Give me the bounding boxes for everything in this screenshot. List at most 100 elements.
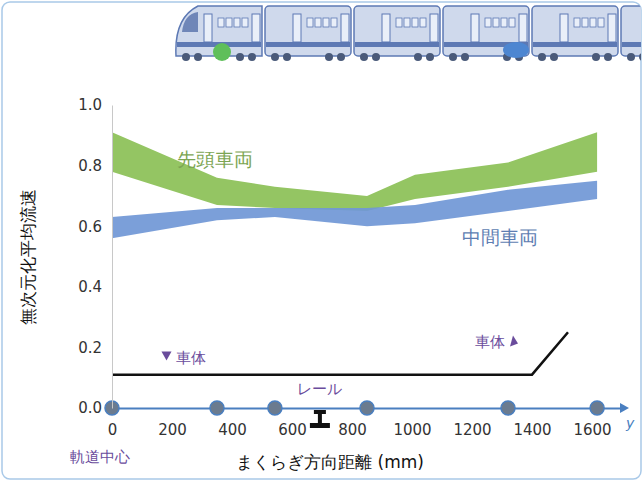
car-door [608,14,616,42]
car-door [519,14,527,42]
car-wheel [639,53,641,61]
car-wheel [461,53,469,61]
car-wheel [414,53,422,61]
train [176,6,641,61]
x-tick-label: 600 [278,421,307,439]
train-car [354,6,440,61]
car-body [621,6,641,56]
car-window [323,18,329,27]
car-door [382,14,390,42]
car-window [404,18,410,27]
car-window [485,18,491,27]
annotation-marker [510,335,518,346]
car-wheel [604,53,612,61]
origin-label: 軌道中心 [70,448,130,466]
car-door [560,14,568,42]
x-tick-label: 400 [218,421,247,439]
x-tick-label: 1200 [453,421,491,439]
car-body [532,6,618,56]
car-stripe [622,42,641,47]
car-windshield [182,12,198,32]
y-tick: 1.0 [78,96,112,114]
x-axis-arrow [620,403,629,413]
y-tick-label: 1.0 [78,96,102,114]
y-axis-title: 無次元化平均流速 [18,189,38,325]
x-tick: 1400 [513,408,551,439]
car-window [226,18,232,27]
annotation: 車体 [475,333,505,351]
car-window [420,18,426,27]
x-axis-title: まくらぎ方向距離 (mm) [236,452,424,472]
car-window [331,18,337,27]
train-car [265,6,351,61]
car-wheel [360,53,368,61]
probe-middle [503,42,529,58]
car-window [574,18,580,27]
series-label: 中間車両 [462,226,538,248]
measurement-point [268,401,282,415]
y-tick-label: 0.4 [78,278,102,296]
x-tick: 200 [158,408,187,439]
y-tick: 0.6 [78,218,112,236]
car-wheel [449,53,457,61]
measurement-point [210,401,224,415]
car-wheel [248,53,256,61]
x-tick-label: 0 [108,421,118,439]
car-wheel [372,53,380,61]
x-tick-label: 800 [338,421,367,439]
y-tick: 0.0 [78,399,112,417]
car-door [430,14,438,42]
car-window [234,18,240,27]
car-wheel [337,53,345,61]
train-car [621,6,641,61]
car-wheel [271,53,279,61]
measurement-point [590,401,604,415]
x-tick-label: 200 [158,421,187,439]
x-tick: 1000 [393,408,431,439]
car-wheel [550,53,558,61]
car-door [293,14,301,42]
car-window [493,18,499,27]
car-stripe [355,42,439,47]
plot-area [112,132,597,374]
car-wheel [194,53,202,61]
x-tick: 600 [278,408,307,439]
car-stripe [266,42,350,47]
body-line [112,332,568,374]
car-window [315,18,321,27]
annotation: 車体 [176,349,206,367]
x-tick-label: 1000 [393,421,431,439]
measurement-point [501,401,515,415]
car-window [218,18,224,27]
x-tick-label: 1400 [513,421,551,439]
car-window [582,18,588,27]
car-door [471,14,479,42]
measurement-point [360,401,374,415]
series-label: 先頭車両 [177,148,253,170]
car-wheel [182,53,190,61]
car-window [501,18,507,27]
measurement-points [105,401,604,415]
car-door [341,14,349,42]
car-wheel [592,53,600,61]
car-window [412,18,418,27]
train-car [176,6,262,61]
car-wheel [236,53,244,61]
car-wheel [538,53,546,61]
car-window [509,18,515,27]
car-window [598,18,604,27]
y-tick: 0.4 [78,278,112,296]
rail-icon [310,410,330,428]
car-window [590,18,596,27]
y-tick-label: 0.0 [78,399,102,417]
y-tick: 0.2 [78,339,112,357]
annotation-marker [162,352,172,361]
y-axis-line [112,106,113,409]
y-tick-label: 0.6 [78,218,102,236]
probe-front [213,43,231,61]
car-wheel [627,53,635,61]
car-wheel [325,53,333,61]
y-axis: 0.00.20.40.60.81.0 [78,96,112,417]
frame [2,2,641,479]
x-tick-label: 1600 [573,421,611,439]
